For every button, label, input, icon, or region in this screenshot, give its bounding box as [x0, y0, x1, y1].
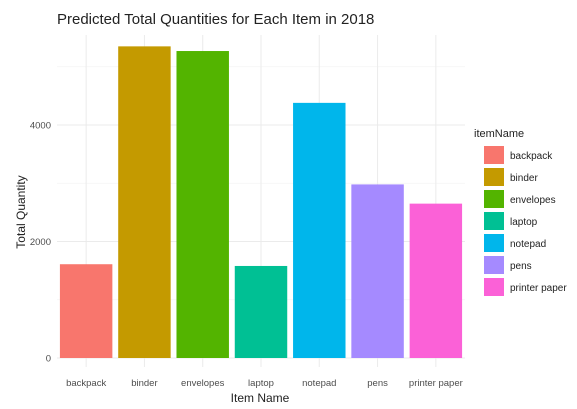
legend-key-printer-paper: [484, 278, 504, 296]
bar-binder: [118, 46, 171, 359]
legend-label: envelopes: [510, 195, 556, 206]
x-tick-label: backpack: [66, 378, 106, 389]
bar-backpack: [59, 264, 113, 358]
x-tick-label: pens: [367, 378, 388, 389]
x-tick-label: envelopes: [181, 378, 225, 389]
chart-title: Predicted Total Quantities for Each Item…: [57, 11, 374, 28]
x-tick-labels: backpack binder envelopes laptop notepad pens…: [66, 378, 463, 389]
y-tick-label: 0: [46, 354, 51, 365]
legend-label: laptop: [510, 217, 538, 228]
y-axis-title: Total Quantity: [14, 175, 28, 248]
legend-label: backpack: [510, 151, 553, 162]
legend-items: backpack binder envelopes laptop notepad pens…: [484, 146, 567, 296]
bar-notepad: [293, 102, 346, 359]
bar-envelopes: [176, 51, 229, 359]
legend-key-envelopes: [484, 190, 504, 208]
x-tick-label: printer paper: [409, 378, 463, 389]
legend-label: notepad: [510, 239, 546, 250]
legend-key-laptop: [484, 212, 504, 230]
x-tick-label: binder: [131, 378, 157, 389]
bars: [59, 46, 463, 359]
legend-label: printer paper: [510, 283, 567, 294]
legend-key-backpack: [484, 146, 504, 164]
bar-printer-paper: [409, 203, 463, 358]
y-tick-label: 2000: [30, 237, 51, 248]
legend: itemName backpack binder envelopes laptop no…: [474, 128, 567, 296]
x-tick-label: laptop: [248, 378, 274, 389]
legend-key-binder: [484, 168, 504, 186]
legend-label: binder: [510, 173, 538, 184]
bar-laptop: [234, 265, 288, 358]
legend-key-notepad: [484, 234, 504, 252]
x-tick-label: notepad: [302, 378, 336, 389]
legend-label: pens: [510, 261, 532, 272]
bar-pens: [351, 184, 404, 358]
y-tick-labels: 0 2000 4000: [30, 121, 51, 365]
legend-title: itemName: [474, 128, 524, 140]
x-axis-title: Item Name: [231, 391, 290, 405]
y-tick-label: 4000: [30, 121, 51, 132]
legend-key-pens: [484, 256, 504, 274]
plot-area: 0 2000 4000 backpack binder envelopes laptop n…: [30, 35, 465, 389]
